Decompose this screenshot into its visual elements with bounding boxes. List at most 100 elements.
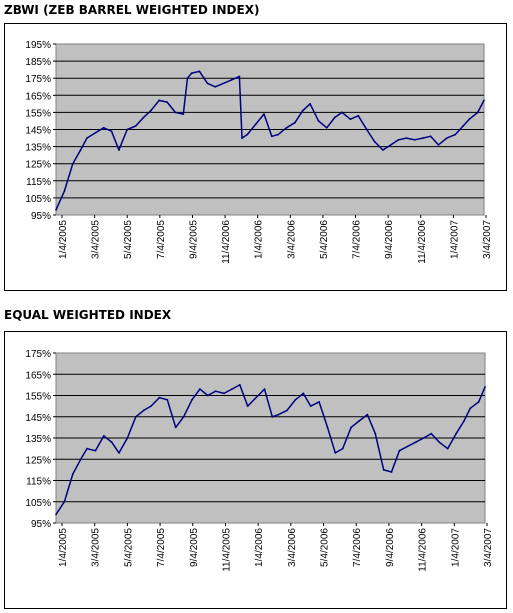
data-point: [277, 133, 279, 136]
data-point: [468, 118, 471, 121]
data-point: [174, 111, 177, 114]
data-point: [406, 445, 409, 448]
x-tick-label: 11/4/2006: [417, 220, 428, 264]
data-point: [483, 99, 485, 102]
data-point: [397, 138, 400, 141]
chart-2-frame: 175% 165% 155% 145% 135% 125% 115% 105% 95% 1/4/2…: [4, 331, 507, 609]
data-point: [446, 447, 449, 450]
data-point: [445, 137, 448, 139]
data-point: [255, 396, 257, 399]
chart-1-title: ZBWI (ZEB BARREL WEIGHTED INDEX): [4, 3, 260, 17]
data-point: [398, 449, 401, 452]
y-tick-label: 125%: [25, 160, 51, 171]
data-point: [214, 85, 217, 88]
data-point: [238, 384, 241, 386]
data-point: [462, 125, 464, 127]
x-tick-label: 7/4/2005: [156, 220, 167, 259]
data-point: [301, 109, 304, 112]
data-point: [366, 413, 369, 416]
data-point: [341, 111, 343, 114]
y-tick-label: 175%: [25, 74, 51, 85]
x-tick-label: 11/4/2006: [221, 220, 232, 264]
y-tick-label: 165%: [25, 370, 51, 381]
data-point: [206, 82, 209, 85]
data-point: [254, 123, 257, 126]
y-tick-label: 115%: [26, 477, 51, 488]
data-point: [309, 102, 311, 105]
y-tick-label: 135%: [25, 434, 51, 445]
data-point: [223, 392, 225, 395]
y-tick-label: 185%: [25, 57, 51, 68]
data-point: [317, 120, 320, 122]
y-tick-label: 115%: [26, 177, 51, 188]
data-point: [214, 390, 217, 393]
data-point: [55, 209, 57, 211]
chart-1-plot: 195% 185% 175% 165% 155% 145% 135% 125% 115% 105%…: [25, 40, 493, 264]
data-point: [246, 405, 249, 407]
y-tick-label: 145%: [25, 126, 51, 137]
data-point: [477, 401, 480, 403]
data-point: [94, 132, 97, 134]
data-point: [94, 449, 97, 452]
data-point: [71, 473, 74, 475]
x-tick-label: 3/4/2006: [287, 528, 298, 567]
y-tick-label: 195%: [25, 40, 51, 51]
x-tick-label: 5/4/2006: [320, 528, 331, 567]
data-point: [389, 144, 392, 146]
data-point: [55, 513, 57, 516]
data-point: [271, 415, 274, 418]
data-point: [358, 420, 360, 422]
data-point: [150, 405, 152, 407]
data-point: [118, 149, 120, 151]
data-point: [158, 396, 161, 399]
data-point: [270, 135, 273, 138]
data-point: [102, 435, 105, 437]
y-tick-label: 175%: [25, 349, 51, 360]
data-point: [333, 116, 336, 119]
data-point: [126, 437, 129, 439]
chart-2-title: EQUAL WEIGHTED INDEX: [4, 308, 172, 322]
data-point: [302, 392, 305, 395]
data-point: [277, 413, 280, 416]
x-tick-label: 9/4/2006: [384, 220, 395, 259]
data-point: [413, 138, 416, 141]
data-point: [476, 111, 479, 114]
y-tick-label: 145%: [25, 413, 51, 424]
x-tick-label: 5/4/2005: [123, 528, 134, 567]
data-point: [199, 388, 201, 390]
data-point: [390, 471, 393, 473]
y-tick-label: 105%: [25, 194, 51, 205]
y-tick-label: 135%: [25, 143, 51, 154]
x-tick-label: 9/4/2005: [189, 528, 200, 567]
data-point: [166, 101, 169, 103]
data-point: [158, 99, 161, 102]
data-point: [374, 432, 377, 435]
x-tick-label: 5/4/2005: [123, 220, 134, 259]
x-tick-label: 1/4/2007: [449, 220, 460, 259]
y-tick-label: 155%: [25, 392, 51, 403]
data-point: [198, 70, 201, 73]
x-tick-label: 3/4/2007: [482, 220, 493, 259]
data-point: [263, 113, 265, 115]
data-point: [230, 79, 233, 81]
data-point: [182, 415, 185, 418]
data-point: [79, 458, 82, 461]
data-point: [63, 190, 66, 193]
data-point: [429, 135, 432, 138]
chart-1-frame: 195% 185% 175% 165% 155% 145% 135% 125% 115% 105%…: [4, 23, 507, 291]
y-tick-label: 95%: [31, 519, 51, 530]
data-point: [430, 432, 433, 435]
chart-2-plot: 175% 165% 155% 145% 135% 125% 115% 105% 95% 1/4/2…: [25, 349, 494, 572]
data-point: [231, 388, 233, 390]
data-point: [190, 72, 193, 74]
data-point: [142, 409, 145, 412]
data-point: [126, 128, 129, 131]
data-point: [414, 441, 417, 444]
data-point: [373, 140, 376, 143]
data-point: [182, 113, 185, 115]
x-tick-label: 9/4/2005: [188, 220, 199, 259]
data-point: [350, 426, 352, 429]
y-tick-label: 95%: [31, 211, 51, 222]
data-point: [349, 118, 352, 121]
data-point: [437, 144, 440, 146]
